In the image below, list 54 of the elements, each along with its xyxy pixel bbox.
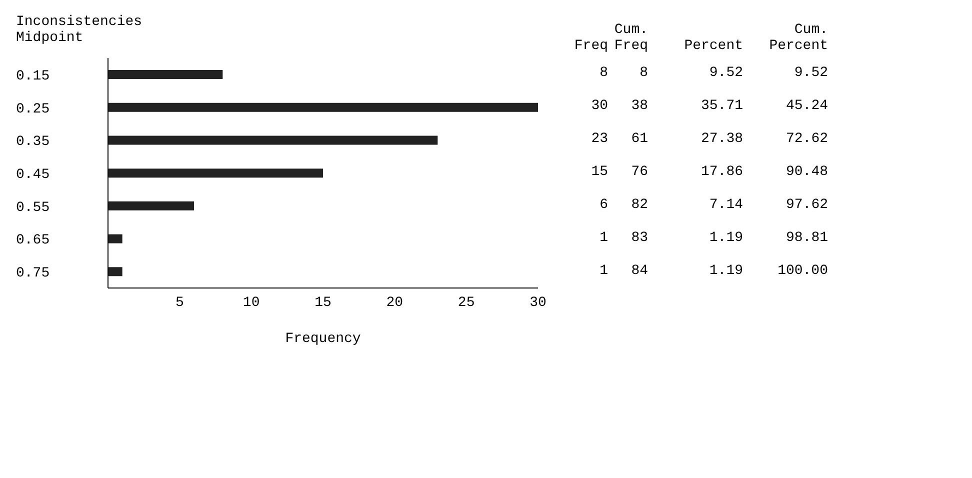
bar [108,136,438,145]
text: 76 [631,164,648,180]
text: 45.24 [786,98,828,114]
text: Cum. Percent [768,22,828,54]
text: 100.00 [778,262,828,279]
text: 83 [631,230,648,246]
data-label: 1 [600,230,608,246]
text: Percent [683,38,743,54]
y-axis-title: Inconsistencies Midpoint [16,14,144,46]
y-tick-label: 0.35 [16,134,50,150]
text: 72.62 [786,131,828,148]
text: 90.48 [786,164,828,180]
x-tick-label: 25 [458,294,475,311]
text: 61 [631,131,648,148]
x-tick-label: 10 [242,294,260,311]
text: 9.52 [794,65,828,82]
x-tick-label: 5 [175,294,184,311]
x-tick-label: 30 [530,294,546,311]
text: 38 [631,98,648,114]
text: 9.52 [709,65,743,82]
bar [108,70,223,79]
data-label: 1 [600,262,608,279]
data-label: 30 [591,98,608,114]
y-tick-label: 0.45 [16,167,50,183]
y-tick-label: 0.25 [16,101,50,118]
bar [108,102,538,112]
text: Freq [573,38,608,54]
y-tick-label: 0.75 [16,266,50,282]
x-axis-title: Frequency [285,331,361,347]
data-label: 23 [591,131,608,148]
text: 27.38 [700,131,743,148]
data-label: 15 [591,164,608,180]
text: 97.62 [786,196,828,213]
text: 1.19 [709,262,743,279]
text: Cum. Freq [614,22,648,54]
data-label: 6 [600,196,608,213]
text: 8 [640,65,648,82]
y-tick-label: 0.15 [16,68,50,84]
text: 7.14 [709,196,743,213]
data-label: 8 [600,65,608,82]
bar [108,267,122,276]
text: 84 [631,262,648,279]
y-tick-label: 0.65 [16,232,50,249]
x-tick-label: 20 [386,294,404,311]
x-tick-label: 15 [314,294,332,311]
text: 35.71 [700,98,743,114]
text: 82 [631,196,648,213]
text: 1.19 [709,230,743,246]
y-tick-label: 0.55 [16,200,50,216]
bar [108,168,323,178]
bar [108,234,122,244]
bar [108,201,194,210]
text: 17.86 [700,164,743,180]
text: 98.81 [786,230,828,246]
